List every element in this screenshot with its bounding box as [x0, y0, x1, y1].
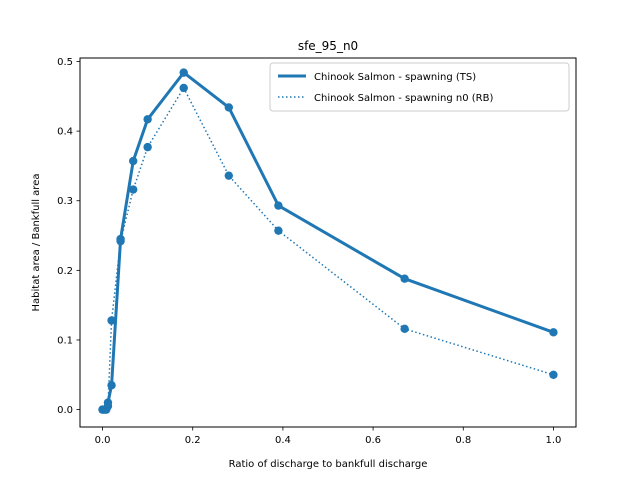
- y-tick-label: 0.3: [57, 196, 73, 207]
- y-tick-label: 0.5: [57, 57, 73, 68]
- x-tick-label: 0.4: [275, 435, 291, 446]
- axes-frame: [79, 57, 577, 428]
- legend-box: [269, 62, 570, 112]
- x-tick-label: 0.6: [365, 435, 381, 446]
- legend-label: Chinook Salmon - spawning n0 (RB): [314, 93, 493, 104]
- legend: Chinook Salmon - spawning (TS) Chinook Sa…: [269, 62, 570, 112]
- x-tick-label: 0.2: [185, 435, 201, 446]
- plot-area: [98, 68, 558, 414]
- y-tick-label: 0.1: [57, 335, 73, 346]
- x-axis-label: Ratio of discharge to bankfull discharge: [229, 459, 428, 470]
- data-point: [143, 142, 152, 152]
- y-axis-label: Habitat area / Bankfull area: [31, 174, 42, 312]
- data-point: [400, 274, 409, 283]
- y-axis-ticks: 0.0 0.1 0.2 0.3 0.4 0.5: [57, 57, 80, 416]
- data-point: [116, 236, 125, 246]
- data-point: [400, 324, 409, 334]
- data-point: [179, 68, 188, 77]
- y-tick-label: 0.0: [57, 405, 73, 416]
- data-point: [143, 115, 152, 124]
- y-tick-label: 0.2: [57, 266, 73, 277]
- data-point: [224, 103, 233, 112]
- data-point: [549, 328, 558, 337]
- data-point: [224, 171, 233, 180]
- x-axis-ticks: 0.0 0.2 0.4 0.6 0.8 1.0: [95, 427, 562, 446]
- x-tick-label: 1.0: [546, 435, 562, 446]
- series-2: [98, 83, 558, 414]
- y-tick-label: 0.4: [57, 127, 73, 138]
- chart-title: sfe_95_n0: [298, 39, 358, 53]
- data-point: [274, 226, 283, 235]
- data-point: [274, 201, 283, 210]
- data-point: [129, 185, 138, 194]
- data-point: [549, 370, 558, 379]
- data-point: [129, 156, 138, 166]
- data-point: [107, 381, 116, 390]
- x-tick-label: 0.0: [95, 435, 111, 446]
- legend-label: Chinook Salmon - spawning (TS): [314, 72, 476, 83]
- data-point: [107, 316, 116, 325]
- x-tick-label: 0.8: [455, 435, 471, 446]
- data-point: [179, 83, 188, 93]
- data-point: [103, 401, 113, 411]
